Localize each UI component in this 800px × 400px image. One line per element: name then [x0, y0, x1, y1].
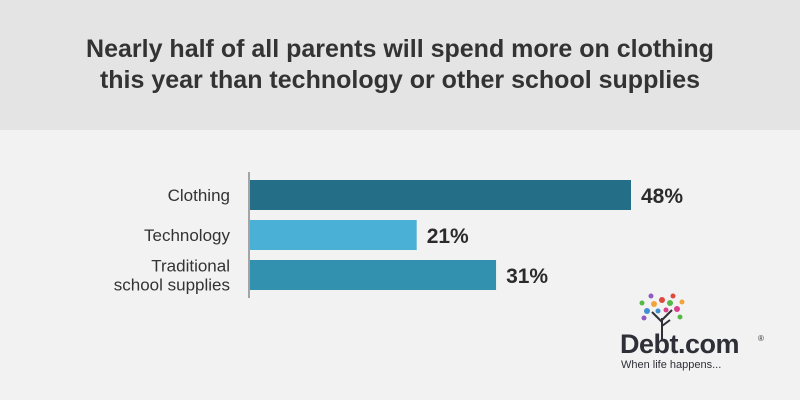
value-label-2: 31%: [506, 265, 548, 288]
value-label-0: 48%: [641, 185, 683, 208]
registered-mark: ®: [758, 334, 764, 343]
value-label-1: 21%: [427, 225, 469, 248]
category-label-1: Technology: [144, 226, 231, 245]
bar-2: [250, 260, 497, 290]
bar-1: [250, 220, 417, 250]
debt-com-logo: Debt.com ® When life happens...: [600, 292, 770, 382]
category-label-2-line-0: Traditional: [151, 257, 230, 276]
brand-name: Debt.com: [620, 329, 740, 359]
category-label-2-line-1: school supplies: [114, 276, 230, 295]
chart-title: Nearly half of all parents will spend mo…: [86, 35, 714, 94]
tree-icon: [639, 293, 685, 340]
bar-0: [250, 180, 631, 210]
brand-tagline: When life happens...: [621, 359, 722, 371]
category-label-0: Clothing: [168, 186, 230, 205]
title-banner: Nearly half of all parents will spend mo…: [0, 0, 800, 130]
